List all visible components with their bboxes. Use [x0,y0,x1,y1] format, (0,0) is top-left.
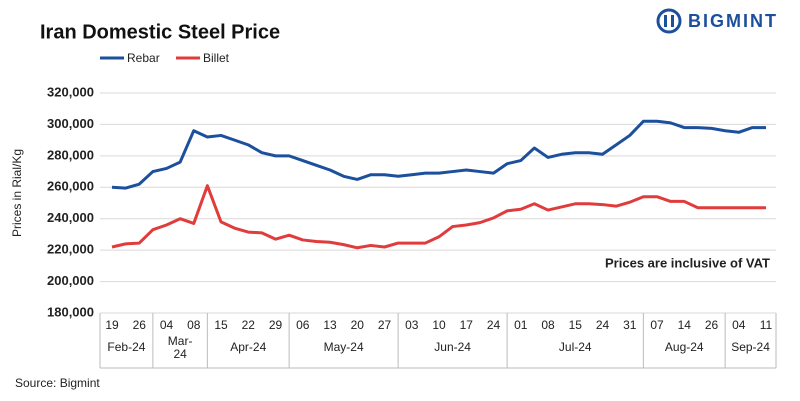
x-tick-label: 07 [650,318,664,332]
y-tick-label: 300,000 [47,116,94,131]
y-tick-label: 180,000 [47,304,94,319]
x-tick-label: 27 [378,318,392,332]
x-tick-label: 06 [296,318,310,332]
month-label: Mar-24 [168,334,193,361]
month-label: Feb-24 [107,340,145,354]
chart-title: Iran Domestic Steel Price [40,21,280,43]
month-label: May-24 [324,340,364,354]
month-label: Sep-24 [731,340,770,354]
y-tick-label: 240,000 [47,210,94,225]
x-tick-label: 20 [351,318,365,332]
x-tick-label: 08 [541,318,555,332]
month-label: Apr-24 [230,340,266,354]
x-tick-label: 29 [269,318,283,332]
line-series [111,119,766,190]
x-tick-label: 26 [133,318,147,332]
logo: BIGMINT [688,11,778,31]
legend-label: Rebar [127,51,160,65]
x-tick-label: 14 [678,318,692,332]
x-tick-label: 19 [105,318,119,332]
x-tick-label: 04 [732,318,746,332]
x-tick-label: 10 [432,318,446,332]
month-label: Aug-24 [665,340,704,354]
month-label: Jun-24 [434,340,471,354]
legend-label: Billet [203,51,230,65]
logo-icon [656,8,682,34]
x-tick-label: 13 [323,318,337,332]
source: Source: Bigmint [15,376,100,390]
x-tick-label: 24 [487,318,501,332]
x-tick-label: 22 [242,318,256,332]
y-tick-label: 280,000 [47,147,94,162]
y-tick-label: 220,000 [47,242,94,257]
x-tick-label: 11 [760,318,773,332]
line-series [111,184,766,250]
x-tick-label: 31 [623,318,637,332]
x-tick-label: 04 [160,318,174,332]
x-tick-label: 24 [596,318,610,332]
annotation: Prices are inclusive of VAT [605,255,770,270]
x-tick-label: 01 [514,318,528,332]
y-tick-label: 320,000 [47,84,94,99]
y-tick-label: 260,000 [47,179,94,194]
x-tick-label: 03 [405,318,419,332]
x-tick-label: 15 [214,318,228,332]
x-tick-label: 08 [187,318,201,332]
x-tick-label: 15 [569,318,583,332]
x-tick-label: 17 [460,318,474,332]
y-axis-label: Prices in Rial/Kg [10,149,24,237]
x-tick-label: 26 [705,318,719,332]
y-tick-label: 200,000 [47,273,94,288]
month-label: Jul-24 [559,340,592,354]
